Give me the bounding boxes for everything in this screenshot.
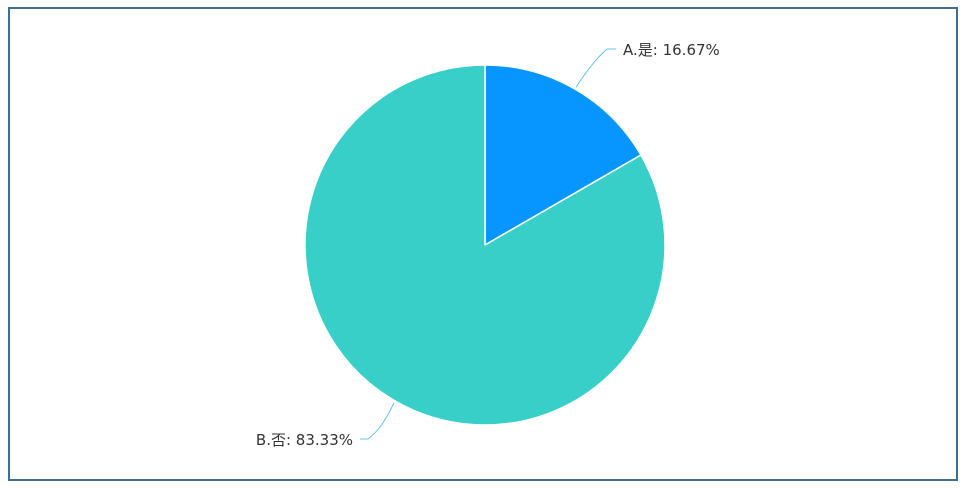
label-lines [360, 48, 616, 440]
pie-slice-a[interactable] [484, 64, 642, 246]
slice-label-a: A.是: 16.67% [623, 41, 720, 59]
label-line-a [575, 48, 616, 88]
pie-chart: A.是: 16.67% B.否: 83.33% [256, 41, 720, 449]
pie-slice-b[interactable] [304, 64, 666, 426]
slice-label-b: B.否: 83.33% [256, 431, 353, 449]
pie-slices [304, 64, 666, 426]
slice-labels: A.是: 16.67% B.否: 83.33% [256, 41, 720, 449]
chart-frame: A.是: 16.67% B.否: 83.33% [8, 7, 958, 481]
label-line-b [360, 402, 395, 440]
